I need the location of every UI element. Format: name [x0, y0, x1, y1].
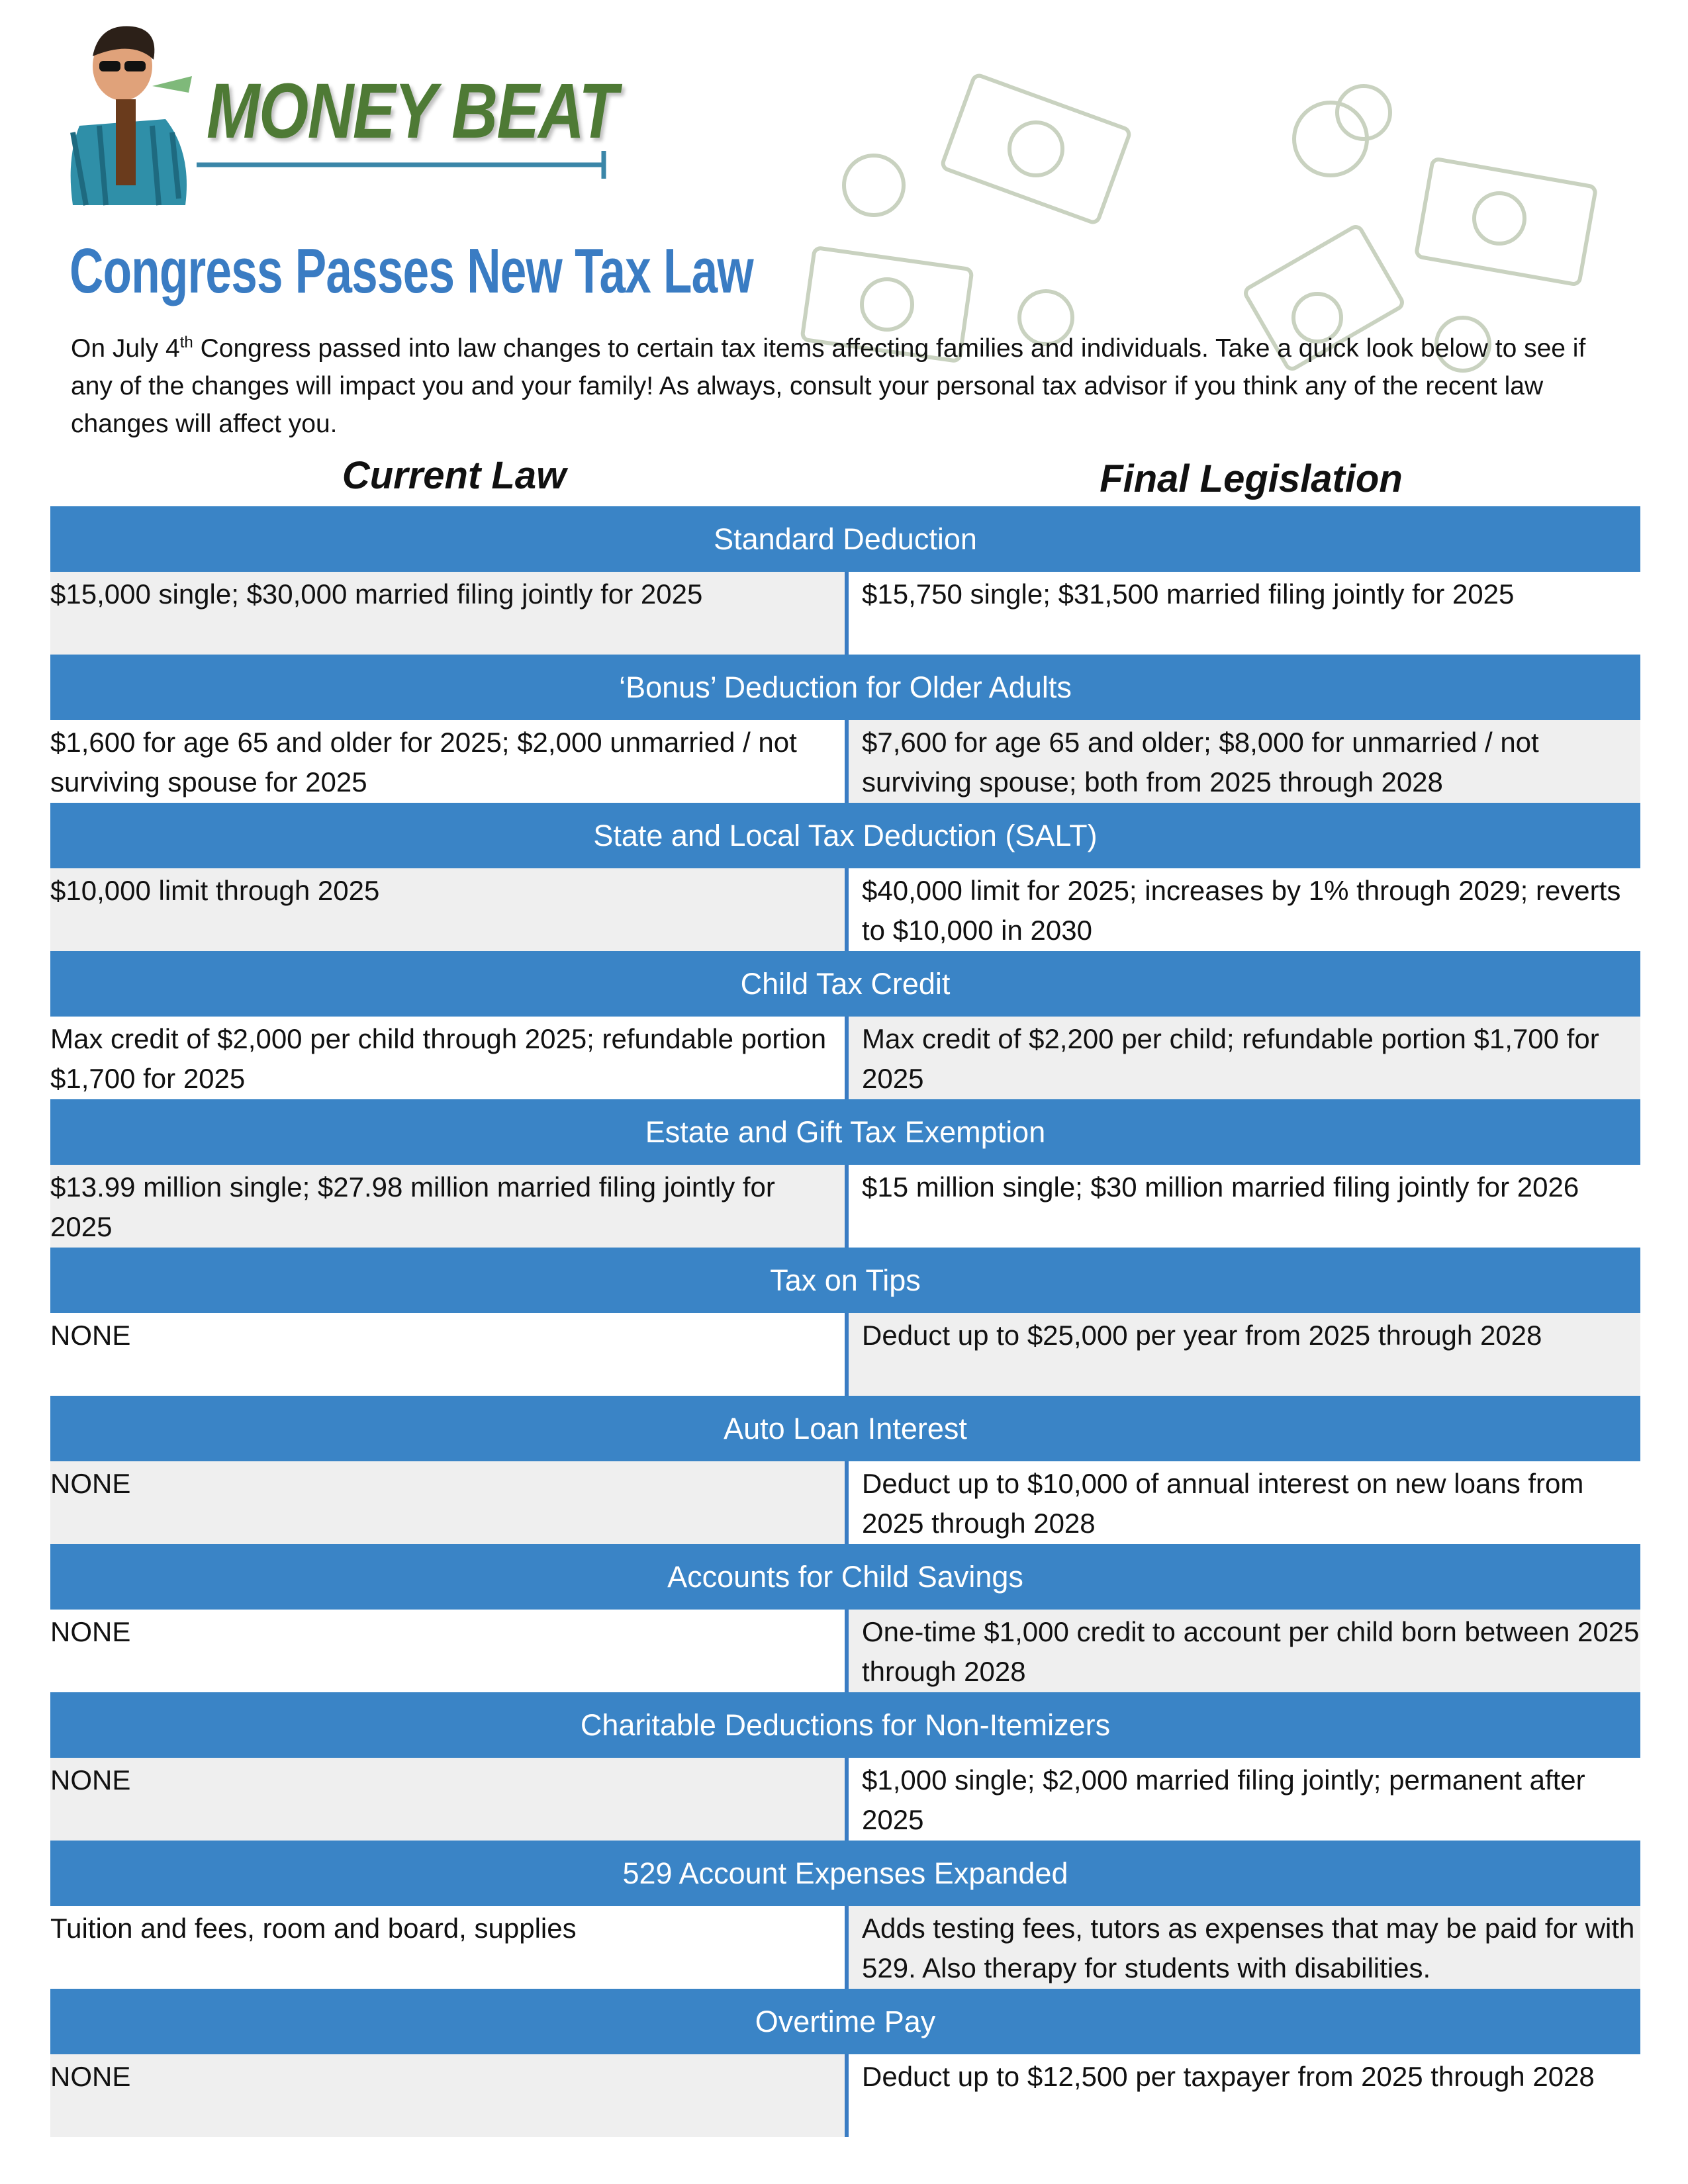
title: Congress Passes New Tax Law [70, 236, 754, 306]
intro-sup: th [179, 334, 193, 351]
final-legislation-cell: Deduct up to $25,000 per year from 2025 … [845, 1313, 1640, 1396]
section-row: $1,600 for age 65 and older for 2025; $2… [50, 720, 1640, 803]
section-heading: 529 Account Expenses Expanded [50, 1841, 1640, 1906]
current-law-cell: NONE [50, 1616, 131, 1647]
decoration [70, 26, 1597, 373]
section-row: Max credit of $2,000 per child through 2… [50, 1017, 1640, 1099]
current-law-cell: $10,000 limit through 2025 [50, 868, 845, 951]
section-row: Tuition and fees, room and board, suppli… [50, 1906, 1640, 1989]
final-legislation-cell: Adds testing fees, tutors as expenses th… [845, 1906, 1640, 1989]
section-row: NONE One-time $1,000 credit to account pe… [50, 1610, 1640, 1692]
section-heading: Standard Deduction [50, 506, 1640, 572]
current-law-cell: NONE [50, 1320, 131, 1351]
current-law-cell: $15,000 single; $30,000 married filing j… [50, 572, 845, 655]
final-legislation-cell: Deduct up to $10,000 of annual interest … [845, 1461, 1640, 1544]
current-law-cell: NONE [50, 2054, 845, 2137]
final-legislation-cell: $40,000 limit for 2025; increases by 1% … [845, 868, 1640, 951]
current-law-cell: $13.99 million single; $27.98 million ma… [50, 1165, 845, 1248]
final-legislation-cell: $15,750 single; $31,500 married filing j… [845, 572, 1640, 655]
intro-text: On July 4 [71, 334, 180, 363]
section-row: $15,000 single; $30,000 married filing j… [50, 572, 1640, 655]
current-law-cell: NONE [50, 1758, 845, 1841]
intro-text: Congress passed into law changes to cert… [71, 334, 1586, 438]
section-row: NONE Deduct up to $25,000 per year from 2… [50, 1313, 1640, 1396]
money-doodles [800, 73, 1597, 373]
section-heading: Child Tax Credit [50, 951, 1640, 1017]
section-row: $10,000 limit through 2025 $40,000 limit … [50, 868, 1640, 951]
section-heading: Estate and Gift Tax Exemption [50, 1099, 1640, 1165]
final-legislation-cell: Deduct up to $12,500 per taxpayer from 2… [845, 2054, 1640, 2137]
column-header: Final Legislation [1100, 457, 1403, 500]
current-law-cell: Tuition and fees, room and board, suppli… [50, 1913, 577, 1944]
current-law-cell: $1,600 for age 65 and older for 2025; $2… [50, 727, 797, 797]
column-header: Current Law [342, 454, 567, 497]
current-law-cell: Max credit of $2,000 per child through 2… [50, 1023, 827, 1094]
section-heading: Tax on Tips [50, 1248, 1640, 1313]
section-row: NONE Deduct up to $10,000 of annual inter… [50, 1461, 1640, 1544]
section-heading: Auto Loan Interest [50, 1396, 1640, 1461]
section-row: $13.99 million single; $27.98 million ma… [50, 1165, 1640, 1248]
final-legislation-cell: $1,000 single; $2,000 married filing joi… [845, 1758, 1640, 1841]
section-heading: State and Local Tax Deduction (SALT) [50, 803, 1640, 868]
section-heading: ‘Bonus’ Deduction for Older Adults [50, 655, 1640, 720]
brand: MONEY BEAT [207, 68, 618, 155]
final-legislation-cell: One-time $1,000 credit to account per ch… [845, 1610, 1640, 1692]
section-row: NONE Deduct up to $12,500 per taxpayer fr… [50, 2054, 1640, 2137]
section-row: NONE $1,000 single; $2,000 married filing… [50, 1758, 1640, 1841]
comparison-table: Standard Deduction $15,000 single; $30,00… [50, 506, 1640, 2137]
final-legislation-cell: $7,600 for age 65 and older; $8,000 for … [845, 720, 1640, 803]
intro: On July 4th Congress passed into law cha… [71, 330, 1613, 443]
current-law-cell: NONE [50, 1461, 845, 1544]
mascot [70, 26, 192, 206]
final-legislation-cell: $15 million single; $30 million married … [845, 1165, 1640, 1248]
section-heading: Charitable Deductions for Non-Itemizers [50, 1692, 1640, 1758]
section-heading: Overtime Pay [50, 1989, 1640, 2054]
section-heading: Accounts for Child Savings [50, 1544, 1640, 1610]
final-legislation-cell: Max credit of $2,200 per child; refundab… [845, 1017, 1640, 1099]
